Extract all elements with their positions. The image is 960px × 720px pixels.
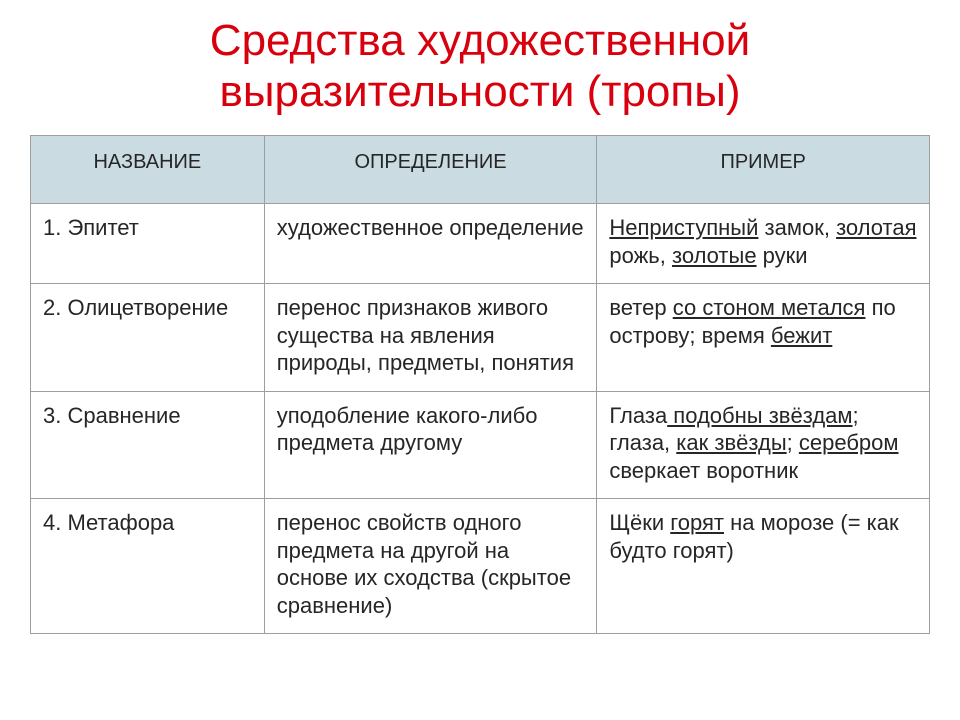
text-segment: ветер: [609, 295, 672, 320]
cell-name: 2. Олицетворение: [31, 284, 265, 392]
cell-example: Глаза подобны звёздам; глаза, как звёзды…: [597, 391, 930, 499]
text-segment: ;: [787, 430, 799, 455]
slide-title: Средства художественной выразительности …: [30, 0, 930, 135]
underlined-text: бежит: [771, 323, 832, 348]
underlined-text: подобны звёздам: [667, 403, 852, 428]
text-segment: замок,: [758, 215, 836, 240]
table-row: 1. Эпитет художественное определение Неп…: [31, 204, 930, 284]
cell-definition: перенос свойств одного предмета на друго…: [264, 499, 597, 634]
cell-example: Щёки горят на морозе (= как будто горят): [597, 499, 930, 634]
table-row: 2. Олицетворение перенос признаков живог…: [31, 284, 930, 392]
underlined-text: Неприступный: [609, 215, 758, 240]
cell-name: 1. Эпитет: [31, 204, 265, 284]
underlined-text: серебром: [799, 430, 899, 455]
underlined-text: золотая: [836, 215, 916, 240]
cell-name: 4. Метафора: [31, 499, 265, 634]
cell-definition: уподобление какого-либо предмета другому: [264, 391, 597, 499]
cell-definition: перенос признаков живого существа на явл…: [264, 284, 597, 392]
table-header-row: НАЗВАНИЕ ОПРЕДЕЛЕНИЕ ПРИМЕР: [31, 136, 930, 204]
col-header-name: НАЗВАНИЕ: [31, 136, 265, 204]
col-header-definition: ОПРЕДЕЛЕНИЕ: [264, 136, 597, 204]
underlined-text: со стоном метался: [673, 295, 866, 320]
table-row: 3. Сравнение уподобление какого-либо пре…: [31, 391, 930, 499]
text-segment: Глаза: [609, 403, 667, 428]
text-segment: сверкает воротник: [609, 458, 798, 483]
cell-definition: художественное определение: [264, 204, 597, 284]
underlined-text: как звёзды: [676, 430, 786, 455]
cell-name: 3. Сравнение: [31, 391, 265, 499]
text-segment: Щёки: [609, 510, 670, 535]
cell-example: ветер со стоном метался по острову; врем…: [597, 284, 930, 392]
underlined-text: золотые: [672, 243, 757, 268]
text-segment: рожь,: [609, 243, 672, 268]
tropes-table: НАЗВАНИЕ ОПРЕДЕЛЕНИЕ ПРИМЕР 1. Эпитет ху…: [30, 135, 930, 634]
slide: Средства художественной выразительности …: [0, 0, 960, 720]
col-header-example: ПРИМЕР: [597, 136, 930, 204]
cell-example: Неприступный замок, золотая рожь, золоты…: [597, 204, 930, 284]
table-row: 4. Метафора перенос свойств одного предм…: [31, 499, 930, 634]
text-segment: руки: [757, 243, 808, 268]
underlined-text: горят: [670, 510, 724, 535]
